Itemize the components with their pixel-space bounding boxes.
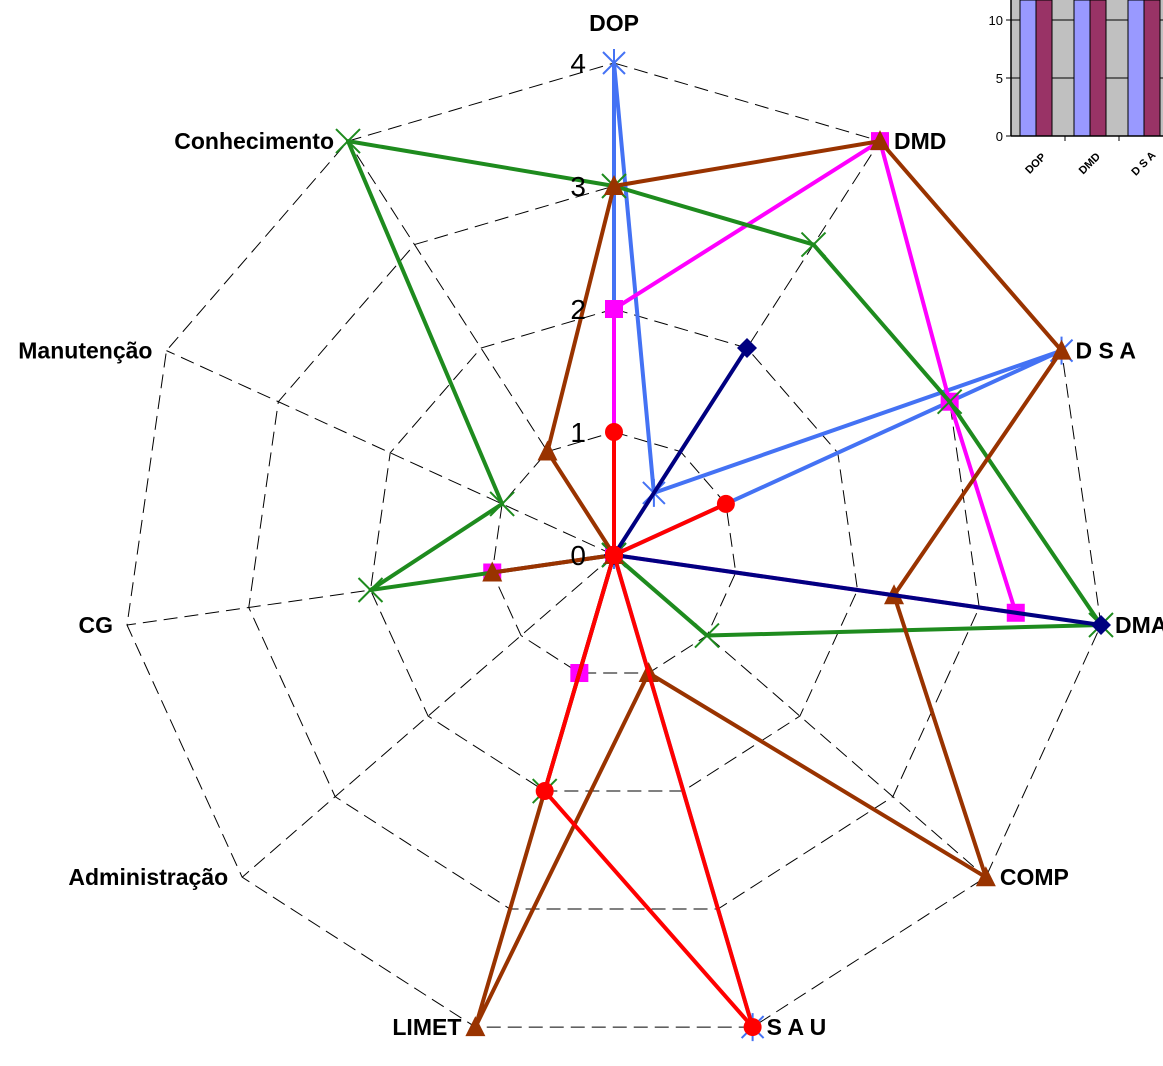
axis-label-conhecimento: Conhecimento	[174, 128, 334, 154]
tick-label-1: 1	[570, 417, 586, 448]
series-4	[465, 130, 1072, 1037]
inset-bar-dmd-2	[1089, 0, 1107, 137]
series-4-point-dmd	[869, 130, 890, 151]
spoke-cg	[126, 554, 615, 626]
series-3	[335, 128, 1114, 804]
series-4-point-d-s-a	[1051, 339, 1072, 360]
tick-label-0: 0	[570, 540, 586, 571]
inset-category-dmd: DMD	[1077, 151, 1103, 177]
radar-series	[335, 49, 1114, 1042]
series-6-point-conhecimento	[605, 546, 623, 564]
axis-label-limet: LIMET	[392, 1014, 461, 1040]
series-6-point-dop	[605, 423, 623, 441]
tick-label-4: 4	[570, 48, 586, 79]
axis-label-s-a-u: S A U	[767, 1014, 827, 1040]
series-3-point-conhecimento	[335, 128, 361, 154]
axis-label-administracao: Administração	[68, 864, 228, 890]
inset-bar-chart: 05101520DOPDMDD S A	[989, 0, 1163, 178]
series-3-point-dmd	[800, 231, 827, 258]
series-1-point-dop	[602, 49, 626, 77]
inset-bar-d-s-a-2	[1143, 0, 1161, 137]
series-6-point-d-s-a	[716, 494, 735, 513]
radar-tick-labels: 0 1 2 3 4	[570, 48, 586, 571]
inset-category-d-s-a: D S A	[1129, 149, 1158, 178]
series-4-point-comp	[975, 866, 996, 887]
spoke-manutencao	[166, 350, 615, 556]
series-4-point-dop	[604, 175, 624, 195]
series-4-point-cg	[482, 561, 503, 582]
axis-label-dop: DOP	[589, 10, 639, 36]
axis-label-manutencao: Manutenção	[18, 338, 152, 364]
spoke-administracao	[241, 554, 615, 878]
series-4-point-limet	[465, 1016, 486, 1037]
axis-label-d-s-a: D S A	[1076, 338, 1137, 364]
spoke-conhecimento	[347, 140, 615, 556]
axis-label-dmd: DMD	[894, 128, 946, 154]
series-5-point-dmd	[736, 338, 757, 359]
spoke-comp	[613, 554, 987, 878]
series-4-point-conhecimento	[537, 440, 558, 461]
tick-label-2: 2	[570, 294, 586, 325]
series-3-point-comp	[694, 622, 720, 649]
inset-tick-label-5: 5	[996, 71, 1003, 86]
series-6-point-s-a-u	[743, 1018, 762, 1037]
series-6	[535, 423, 762, 1037]
series-1	[602, 49, 1074, 1042]
inset-category-dop: DOP	[1023, 151, 1048, 176]
inset-bar-d-s-a-1	[1127, 0, 1145, 137]
inset-tick-label-0: 0	[996, 129, 1003, 144]
series-4-line	[473, 139, 1064, 1030]
inset-bar-dop-2	[1035, 0, 1053, 137]
series-5	[604, 338, 1111, 636]
axis-label-comp: COMP	[1000, 864, 1069, 890]
series-3-point-manutencao	[489, 491, 515, 517]
series-5-point-dma	[1090, 615, 1111, 636]
inset-tick-label-10: 10	[989, 13, 1003, 28]
tick-label-3: 3	[570, 171, 586, 202]
series-2-point-dop	[605, 300, 623, 318]
radar-axis-labels: DOP DMD D S A DMA COMP S A U LIMET Administraçã…	[18, 10, 1163, 1040]
series-3-point-cg	[357, 577, 384, 603]
inset-bar-dop-1	[1019, 0, 1037, 137]
axis-label-cg: CG	[79, 612, 114, 638]
axis-label-dma: DMA	[1115, 612, 1163, 638]
series-6-point-limet	[535, 782, 554, 801]
series-3-point-d-s-a	[936, 389, 963, 415]
inset-bar-dmd-1	[1073, 0, 1091, 137]
series-6-line	[542, 430, 755, 1030]
spoke-dmd	[613, 140, 881, 556]
series-5-line	[612, 346, 1103, 628]
